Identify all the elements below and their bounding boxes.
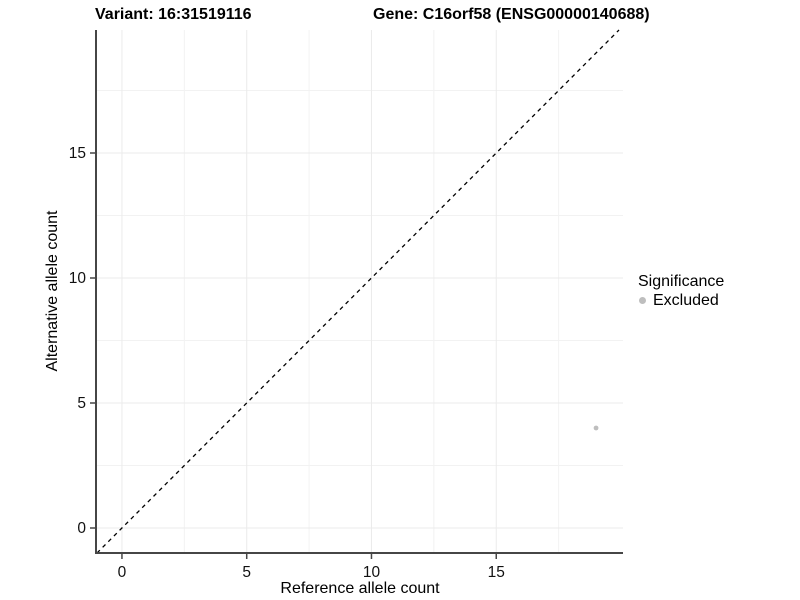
legend-title: Significance: [638, 273, 725, 290]
data-point: [593, 425, 599, 431]
y-tick-label: 5: [77, 395, 86, 412]
y-tick-label: 10: [69, 270, 87, 287]
identity-line: [96, 29, 620, 554]
y-tick-label: 15: [69, 145, 86, 162]
legend-item-label: Excluded: [653, 292, 719, 309]
y-axis-title: Alternative allele count: [44, 210, 61, 372]
y-tick-label: 0: [77, 520, 86, 537]
x-tick-label: 0: [118, 564, 127, 581]
x-tick-label: 15: [488, 564, 505, 581]
legend-key-dot-icon: [639, 297, 646, 304]
gene-title: Gene: C16orf58 (ENSG00000140688): [373, 6, 650, 23]
x-axis-title: Reference allele count: [280, 580, 440, 597]
variant-title: Variant: 16:31519116: [95, 6, 252, 23]
x-tick-label: 5: [242, 564, 251, 581]
legend-item-excluded: Excluded: [639, 291, 724, 310]
x-tick-label: 10: [363, 564, 381, 581]
legend: Significance Excluded: [637, 272, 724, 310]
